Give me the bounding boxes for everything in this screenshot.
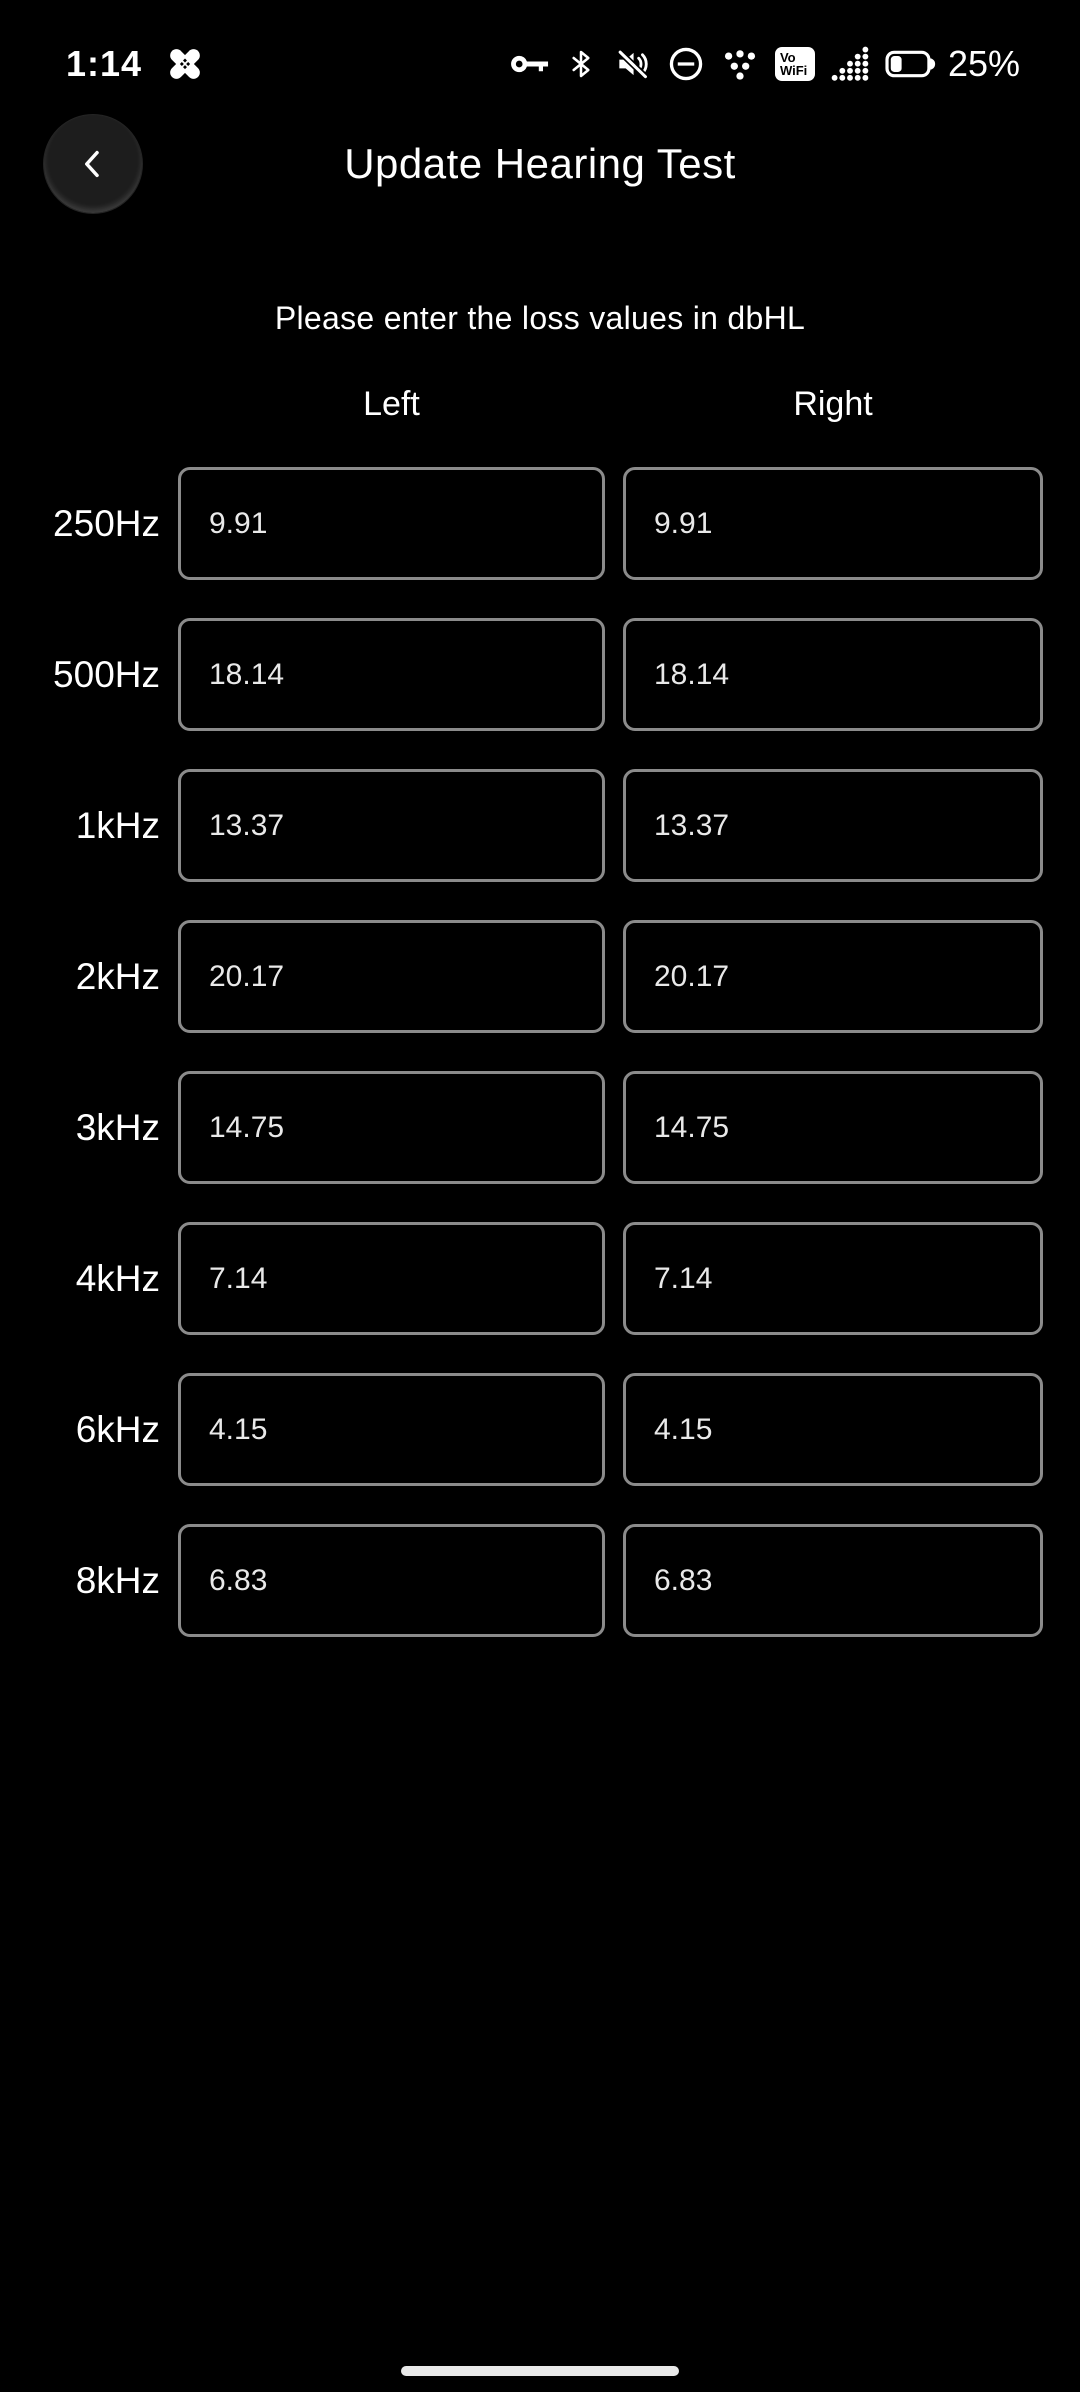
status-bar: 1:14 — [0, 0, 1080, 120]
left-ear-value-input[interactable] — [178, 1524, 605, 1637]
vowifi-label-top: Vo — [779, 50, 796, 65]
page-title: Update Hearing Test — [344, 140, 736, 187]
right-ear-value-input[interactable] — [623, 467, 1043, 580]
instruction-text: Please enter the loss values in dbHL — [274, 300, 806, 336]
frequency-row: 250Hz — [0, 467, 1080, 580]
do-not-disturb-icon — [669, 47, 703, 81]
left-ear-value-input[interactable] — [178, 467, 605, 580]
column-header-right: Right — [793, 384, 873, 423]
home-indicator[interactable] — [401, 2366, 679, 2376]
status-time: 1:14 — [66, 43, 143, 84]
vowifi-icon: Vo WiFi — [774, 47, 815, 81]
frequency-row: 500Hz — [0, 618, 1080, 731]
frequency-label: 3kHz — [75, 1106, 160, 1148]
sound-muted-icon — [617, 49, 649, 80]
frequency-label: 8kHz — [75, 1559, 160, 1601]
battery-icon — [885, 50, 936, 78]
app-header: Update Hearing Test — [0, 114, 1080, 214]
left-ear-value-input[interactable] — [178, 769, 605, 882]
bluetooth-icon — [572, 50, 590, 78]
battery-percent: 25% — [947, 43, 1020, 84]
right-ear-value-input[interactable] — [623, 769, 1043, 882]
frequency-label: 6kHz — [75, 1408, 160, 1450]
left-ear-value-input[interactable] — [178, 1222, 605, 1335]
back-button[interactable] — [43, 114, 143, 214]
frequency-row: 3kHz — [0, 1071, 1080, 1184]
left-ear-value-input[interactable] — [178, 618, 605, 731]
right-ear-value-input[interactable] — [623, 1524, 1043, 1637]
frequency-row: 8kHz — [0, 1524, 1080, 1637]
vowifi-label-bottom: WiFi — [779, 63, 808, 78]
frequency-label: 2kHz — [75, 955, 160, 997]
frequency-label: 250Hz — [53, 502, 160, 544]
left-ear-value-input[interactable] — [178, 920, 605, 1033]
right-ear-value-input[interactable] — [623, 618, 1043, 731]
key-icon — [511, 55, 548, 73]
frequency-label: 1kHz — [75, 804, 160, 846]
right-ear-value-input[interactable] — [623, 1222, 1043, 1335]
status-bar-right: Vo WiFi 25% — [508, 43, 1020, 85]
signal-dots-icon — [831, 46, 869, 81]
column-headers: Left Right — [0, 383, 1080, 425]
frequency-row: 2kHz — [0, 920, 1080, 1033]
bandage-notification-icon — [170, 49, 200, 79]
frequency-row: 4kHz — [0, 1222, 1080, 1335]
right-ear-value-input[interactable] — [623, 1071, 1043, 1184]
frequency-row: 6kHz — [0, 1373, 1080, 1486]
hearing-values-form: 250Hz 500Hz 1kHz 2kHz 3kHz 4kHz — [0, 467, 1080, 1637]
left-ear-value-input[interactable] — [178, 1373, 605, 1486]
right-ear-value-input[interactable] — [623, 920, 1043, 1033]
frequency-label: 500Hz — [53, 653, 160, 695]
right-ear-value-input[interactable] — [623, 1373, 1043, 1486]
status-bar-left: 1:14 — [66, 43, 206, 85]
chevron-left-icon — [85, 150, 99, 178]
column-header-left: Left — [363, 384, 420, 423]
frequency-row: 1kHz — [0, 769, 1080, 882]
frequency-label: 4kHz — [75, 1257, 160, 1299]
dots-triangle-icon — [724, 50, 755, 80]
left-ear-value-input[interactable] — [178, 1071, 605, 1184]
